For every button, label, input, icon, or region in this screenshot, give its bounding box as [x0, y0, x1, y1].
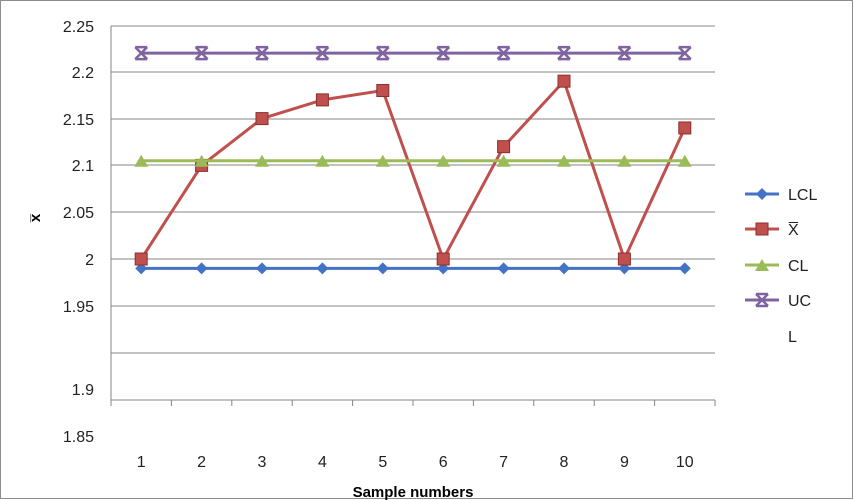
y-tick-label: 1.85	[63, 429, 94, 446]
series-line	[139, 79, 687, 261]
legend-label: UC	[788, 293, 811, 310]
tick-labels: 2.25 2.2 2.15 2.1 2.05 2 1.95 1.9 1.85 1 2 3 4 5 6 7 8 9 1…	[63, 19, 694, 471]
x-tick-label: 8	[560, 454, 569, 471]
series-3	[134, 154, 692, 167]
data-point	[315, 93, 329, 107]
legend-label: X̅	[788, 221, 799, 239]
data-point	[557, 74, 571, 88]
data-point	[376, 262, 389, 275]
x-tick-label: 4	[318, 454, 327, 471]
axes	[110, 26, 716, 406]
x-tick-label: 9	[620, 454, 629, 471]
legend-marker	[755, 222, 769, 236]
data-point	[315, 45, 330, 61]
x-tick-label: 1	[137, 454, 146, 471]
data-point	[496, 154, 511, 167]
data-point	[677, 45, 692, 61]
x-axis-title: Sample numbers	[353, 484, 474, 500]
data-point	[497, 262, 510, 275]
legend-marker	[755, 292, 769, 308]
data-point	[375, 154, 390, 167]
x-tick-label: 6	[439, 454, 448, 471]
data-point	[496, 45, 511, 61]
data-point	[436, 154, 451, 167]
data-point	[194, 45, 209, 61]
y-tick-label: 2.05	[63, 205, 94, 222]
legend-label-continuation: L	[788, 329, 797, 346]
y-tick-label: 1.9	[72, 382, 94, 399]
data-point	[617, 252, 631, 266]
data-point	[436, 45, 451, 61]
y-tick-label: 2.2	[72, 65, 94, 82]
legend-entry: LCL	[745, 187, 817, 204]
y-tick-label: 2	[85, 252, 94, 269]
legend-label: CL	[788, 258, 809, 275]
series-2	[134, 74, 692, 266]
legend-entry: CL	[745, 258, 809, 275]
data-point	[678, 121, 692, 135]
y-tick-label: 2.1	[72, 158, 94, 175]
data-point	[436, 252, 450, 266]
x-tick-label: 2	[197, 454, 206, 471]
x-tick-label: 10	[676, 454, 694, 471]
x-tick-label: 5	[378, 454, 387, 471]
legend: LCL X̅ CL UC L	[745, 187, 817, 346]
series-4	[134, 45, 692, 61]
data-point	[134, 154, 149, 167]
data-point	[134, 45, 149, 61]
data-point	[678, 262, 691, 275]
legend-entry: X̅	[745, 221, 799, 239]
data-point	[497, 140, 511, 154]
legend-entry: UC L	[745, 292, 811, 346]
data-point	[256, 262, 268, 275]
y-tick-label: 1.95	[63, 299, 94, 316]
data-point	[134, 252, 148, 266]
data-point	[255, 45, 269, 61]
y-tick-label: 2.15	[63, 112, 94, 129]
data-point	[557, 154, 571, 167]
y-axis-title: x̅	[27, 213, 44, 223]
data-point	[677, 154, 692, 167]
y-tick-label: 2.25	[63, 19, 94, 36]
data-point	[316, 262, 329, 275]
legend-marker	[755, 259, 769, 271]
data-point	[375, 45, 390, 61]
data-point	[617, 154, 632, 167]
data-point	[255, 154, 269, 167]
data-point	[195, 262, 208, 275]
legend-label: LCL	[788, 187, 817, 204]
data-point	[557, 45, 571, 61]
legend-marker	[756, 188, 768, 200]
x-tick-label: 3	[258, 454, 267, 471]
data-point	[376, 84, 390, 98]
data-point	[194, 154, 209, 167]
x-tick-label: 7	[499, 454, 508, 471]
series-layer	[134, 45, 692, 275]
data-point	[315, 154, 330, 167]
data-point	[617, 45, 632, 61]
data-point	[558, 262, 570, 275]
data-point	[255, 112, 269, 126]
